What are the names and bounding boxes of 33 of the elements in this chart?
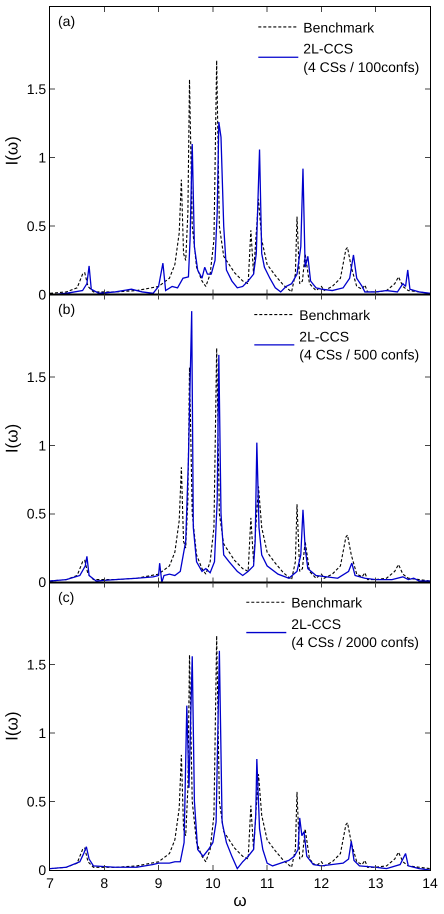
legend-label: 2L-CCS (4 CSs / 500 confs) <box>299 328 420 362</box>
y-tick-label: 0.5 <box>26 218 46 234</box>
y-tick-label: 0 <box>38 862 46 878</box>
y-tick-label: 0.5 <box>26 793 46 810</box>
x-tick-label: 13 <box>368 874 384 891</box>
x-tick-label: 12 <box>314 874 330 891</box>
y-tick-label: 1 <box>38 724 46 741</box>
y-tick-label: 0.5 <box>26 506 46 522</box>
y-axis-title: I(ω) <box>2 424 22 454</box>
y-axis-title: I(ω) <box>2 712 22 741</box>
legend-label: 2L-CCS (4 CSs / 2000 confs) <box>291 616 419 650</box>
legend-label: Benchmark <box>303 19 376 36</box>
y-tick-label: 1.5 <box>26 81 46 98</box>
legend-label: Benchmark <box>291 594 364 611</box>
y-tick-label: 1.5 <box>26 656 46 672</box>
legend-label: Benchmark <box>299 307 372 324</box>
x-tick-label: 11 <box>260 874 275 891</box>
y-tick-label: 1 <box>38 437 46 454</box>
x-axis-title: ω <box>233 891 247 910</box>
x-tick-label: 10 <box>205 874 221 891</box>
annotation: (a) <box>58 13 76 29</box>
y-tick-label: 1 <box>38 150 46 166</box>
y-axis-title: I(ω) <box>2 136 22 166</box>
annotation: (c) <box>58 589 74 605</box>
x-tick-label: 7 <box>46 874 54 891</box>
y-tick-label: 1.5 <box>26 368 46 385</box>
y-tick-label: 0 <box>38 574 46 590</box>
annotation: (b) <box>58 301 76 317</box>
x-tick-label: 14 <box>422 874 438 891</box>
x-tick-label: 8 <box>100 874 108 891</box>
y-tick-label: 0 <box>38 286 46 303</box>
legend-label: 2L-CCS (4 CSs / 100confs) <box>303 40 420 75</box>
x-tick-label: 9 <box>154 874 163 891</box>
